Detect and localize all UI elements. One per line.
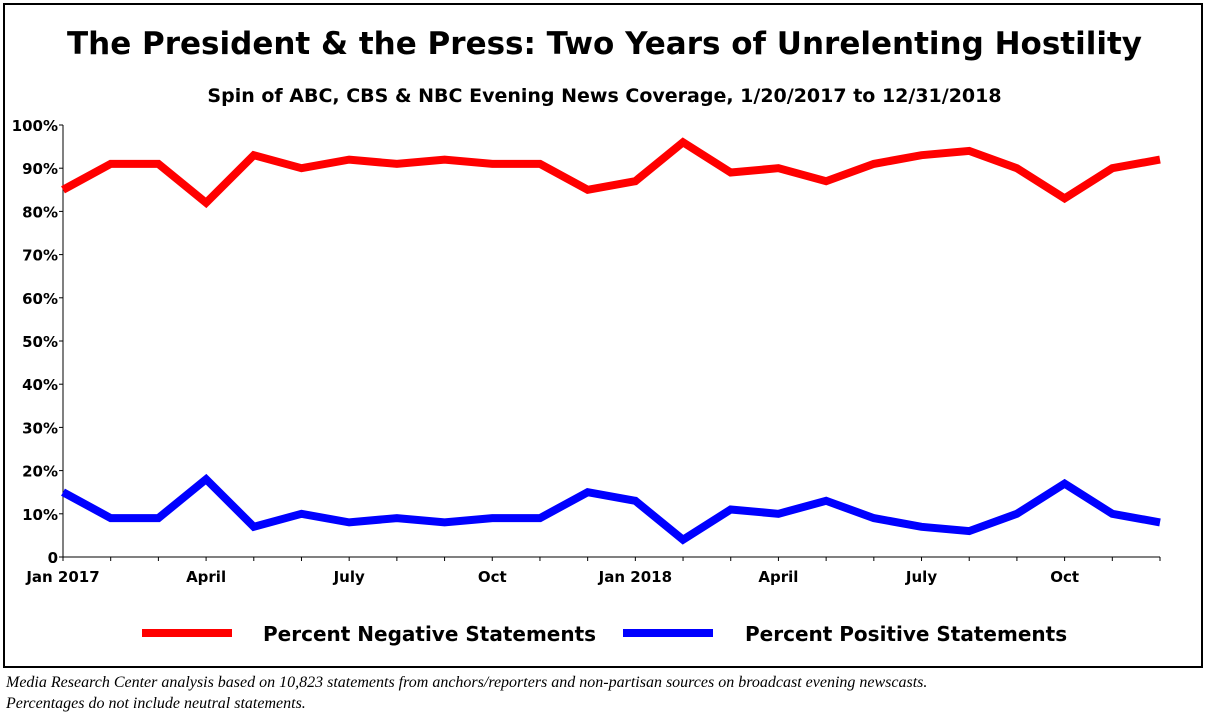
- x-tick-label: July: [905, 568, 937, 586]
- y-tick-label: 90%: [22, 160, 58, 178]
- y-tick-label: 30%: [22, 419, 58, 437]
- x-tick-label: July: [333, 568, 365, 586]
- x-tick-label: Jan 2018: [598, 568, 672, 586]
- y-tick-label: 60%: [22, 290, 58, 308]
- y-tick-label: 100%: [12, 117, 58, 135]
- y-tick-label: 50%: [22, 333, 58, 351]
- y-tick-label: 10%: [22, 506, 58, 524]
- y-tick-label: 70%: [22, 247, 58, 265]
- footnote: Media Research Center analysis based on …: [6, 672, 927, 714]
- x-tick-label: Oct: [1050, 568, 1079, 586]
- x-tick-label: Jan 2017: [25, 568, 99, 586]
- x-tick-label: Oct: [478, 568, 507, 586]
- chart-frame: [3, 3, 1203, 668]
- footnote-line-1: Media Research Center analysis based on …: [6, 674, 928, 691]
- y-tick-label: 20%: [22, 463, 58, 481]
- legend-label-positive: Percent Positive Statements: [745, 622, 1067, 646]
- series-line-negative: [61, 137, 1161, 209]
- y-tick-label: 0: [48, 549, 58, 567]
- footnote-line-2: Percentages do not include neutral state…: [6, 695, 306, 712]
- x-tick-label: April: [758, 568, 798, 586]
- series-line-positive: [61, 473, 1161, 545]
- chart-subtitle: Spin of ABC, CBS & NBC Evening News Cove…: [207, 85, 1002, 107]
- chart-title: The President & the Press: Two Years of …: [66, 26, 1142, 62]
- legend-label-negative: Percent Negative Statements: [263, 622, 596, 646]
- y-tick-label: 40%: [22, 376, 58, 394]
- x-tick-label: April: [186, 568, 226, 586]
- y-tick-label: 80%: [22, 203, 58, 221]
